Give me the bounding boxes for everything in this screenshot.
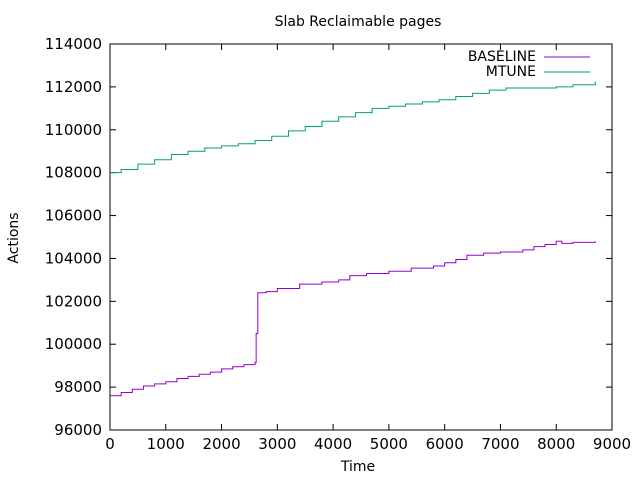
x-tick-label: 7000 bbox=[481, 435, 519, 453]
x-tick-label: 4000 bbox=[314, 435, 352, 453]
x-axis-label: Time bbox=[340, 459, 375, 475]
y-tick-label: 96000 bbox=[54, 421, 102, 439]
y-tick-label: 110000 bbox=[45, 121, 102, 139]
y-tick-label: 100000 bbox=[45, 335, 102, 353]
x-tick-label: 9000 bbox=[593, 435, 631, 453]
y-tick-label: 104000 bbox=[45, 249, 102, 267]
y-tick-label: 108000 bbox=[45, 164, 102, 182]
x-tick-label: 6000 bbox=[426, 435, 464, 453]
x-tick-label: 8000 bbox=[537, 435, 575, 453]
y-tick-label: 112000 bbox=[45, 78, 102, 96]
x-axis: 0 1000 2000 3000 4000 5000 6000 7000 8000 9000 bbox=[105, 44, 631, 453]
y-axis: 96000 98000 100000 102000 104000 106000 108000… bbox=[45, 35, 612, 439]
y-tick-label: 114000 bbox=[45, 35, 102, 53]
series-line-baseline bbox=[110, 240, 596, 397]
legend-label-mtune: MTUNE bbox=[486, 64, 536, 80]
legend-label-baseline: BASELINE bbox=[468, 49, 536, 65]
legend: BASELINE MTUNE bbox=[468, 49, 590, 80]
y-tick-label: 98000 bbox=[54, 378, 102, 396]
y-tick-label: 102000 bbox=[45, 292, 102, 310]
y-axis-label: Actions bbox=[6, 212, 22, 263]
x-tick-label: 0 bbox=[105, 435, 115, 453]
plot-area bbox=[109, 43, 613, 431]
y-tick-label: 106000 bbox=[45, 207, 102, 225]
x-tick-label: 1000 bbox=[147, 435, 185, 453]
x-tick-label: 2000 bbox=[202, 435, 240, 453]
series-layer bbox=[110, 81, 596, 397]
chart-title: Slab Reclaimable pages bbox=[275, 14, 442, 30]
x-tick-label: 3000 bbox=[258, 435, 296, 453]
series-line-mtune bbox=[110, 81, 596, 174]
x-tick-label: 5000 bbox=[370, 435, 408, 453]
